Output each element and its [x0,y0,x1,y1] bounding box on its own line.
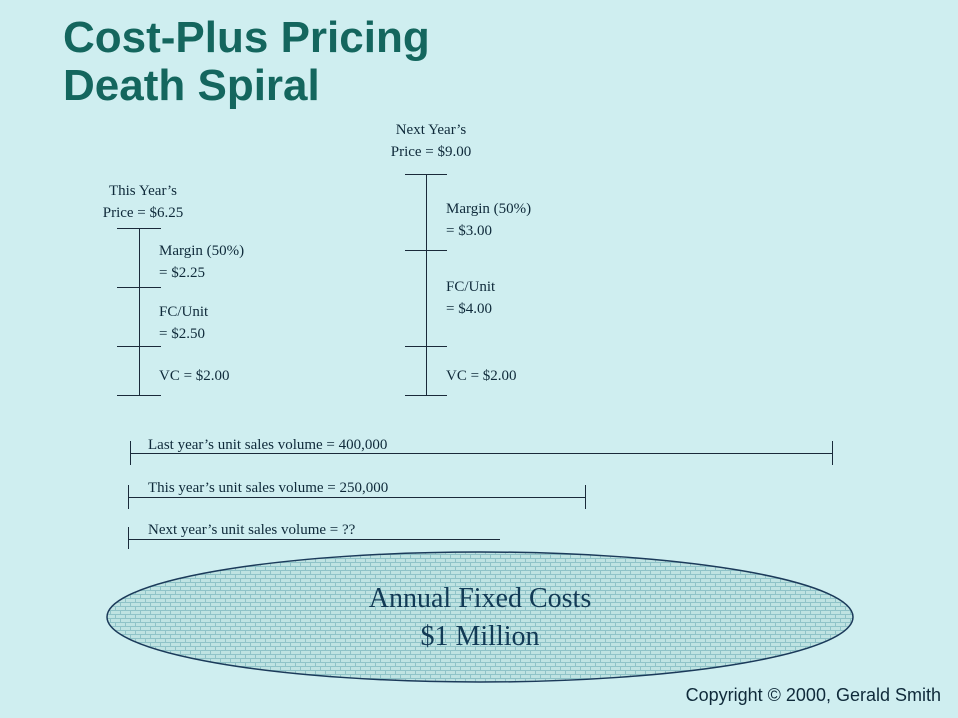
next-year-price-line-2: Price = $9.00 [390,144,472,160]
fixed-costs-line-2: $1 Million [420,621,540,652]
this-year-margin-tick [117,287,161,288]
this-year-margin-line-1: Margin (50%) [159,243,245,259]
next-year-volume-label: Next year’s unit sales volume = ?? [148,522,356,538]
next-year-fc-line-1: FC/Unit [446,279,496,295]
this-year-price-line-1: This Year’s [108,183,178,199]
next-year-volume-line [128,539,500,540]
slide-title: Cost-Plus Pricing Death Spiral [63,14,430,110]
this-year-top-tick [117,228,161,229]
next-year-fc-label: FC/Unit = $4.00 [446,276,495,320]
last-year-volume-line [130,453,832,454]
next-year-vc-label: VC = $2.00 [446,368,517,384]
next-year-base-tick [405,395,447,396]
this-year-fc-line-2: = $2.50 [159,326,205,342]
next-year-price-line-1: Next Year’s [395,122,467,138]
this-year-margin-line-2: = $2.25 [159,265,205,281]
title-line-2: Death Spiral [63,61,320,110]
this-year-volume-label: This year’s unit sales volume = 250,000 [148,480,389,496]
last-year-volume-right-tick [832,441,833,465]
this-year-stack-axis [139,228,140,396]
this-year-vc-label: VC = $2.00 [159,368,230,384]
next-year-margin-line-2: = $3.00 [446,223,492,239]
next-year-margin-line-1: Margin (50%) [446,201,532,217]
this-year-volume-line [128,497,586,498]
next-year-price-label: Next Year’s Price = $9.00 [366,119,496,163]
next-year-margin-tick [405,250,447,251]
this-year-volume-left-tick [128,485,129,509]
this-year-price-line-2: Price = $6.25 [102,205,184,221]
this-year-base-tick [117,395,161,396]
this-year-fc-tick [117,346,161,347]
next-year-top-tick [405,174,447,175]
this-year-volume-right-tick [585,485,586,509]
next-year-stack-axis [426,174,427,396]
this-year-price-label: This Year’s Price = $6.25 [78,180,208,224]
this-year-fc-line-1: FC/Unit [159,304,209,320]
fixed-costs-ellipse-graphic [106,551,854,683]
title-line-1: Cost-Plus Pricing [63,13,430,62]
this-year-fc-label: FC/Unit = $2.50 [159,301,208,345]
next-year-margin-label: Margin (50%) = $3.00 [446,198,531,242]
next-year-volume-left-tick [128,527,129,549]
this-year-margin-label: Margin (50%) = $2.25 [159,240,244,284]
fixed-costs-label: Annual Fixed Costs $1 Million [105,580,855,656]
fixed-costs-line-1: Annual Fixed Costs [368,583,592,614]
fixed-costs-ellipse [105,550,855,684]
next-year-fc-tick [405,346,447,347]
last-year-volume-label: Last year’s unit sales volume = 400,000 [148,437,388,453]
last-year-volume-left-tick [130,441,131,465]
copyright-notice: Copyright © 2000, Gerald Smith [685,685,941,705]
next-year-fc-line-2: = $4.00 [446,301,492,317]
